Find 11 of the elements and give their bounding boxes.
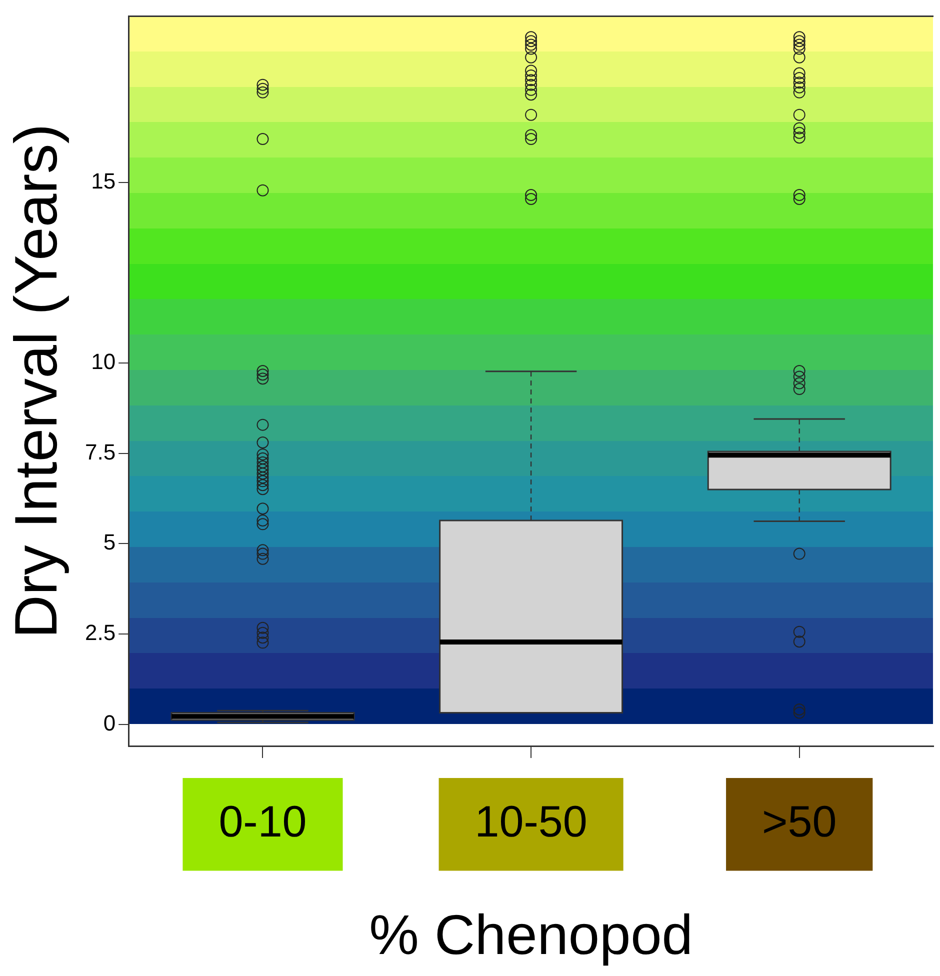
- y-tick-label: 0: [103, 710, 116, 736]
- x-tick-label: 10-50: [474, 798, 588, 847]
- x-tick-label: 0-10: [218, 798, 307, 847]
- y-axis-title: Dry Interval (Years): [2, 124, 70, 638]
- x-axis-title: % Chenopod: [369, 902, 693, 966]
- y-tick-label: 5: [103, 530, 116, 555]
- y-tick-label: 2.5: [84, 620, 116, 646]
- x-tick-label: >50: [762, 798, 837, 847]
- y-tick-label: 7.5: [84, 439, 116, 464]
- y-tick-label: 15: [91, 168, 116, 194]
- y-tick-label: 10: [91, 349, 116, 374]
